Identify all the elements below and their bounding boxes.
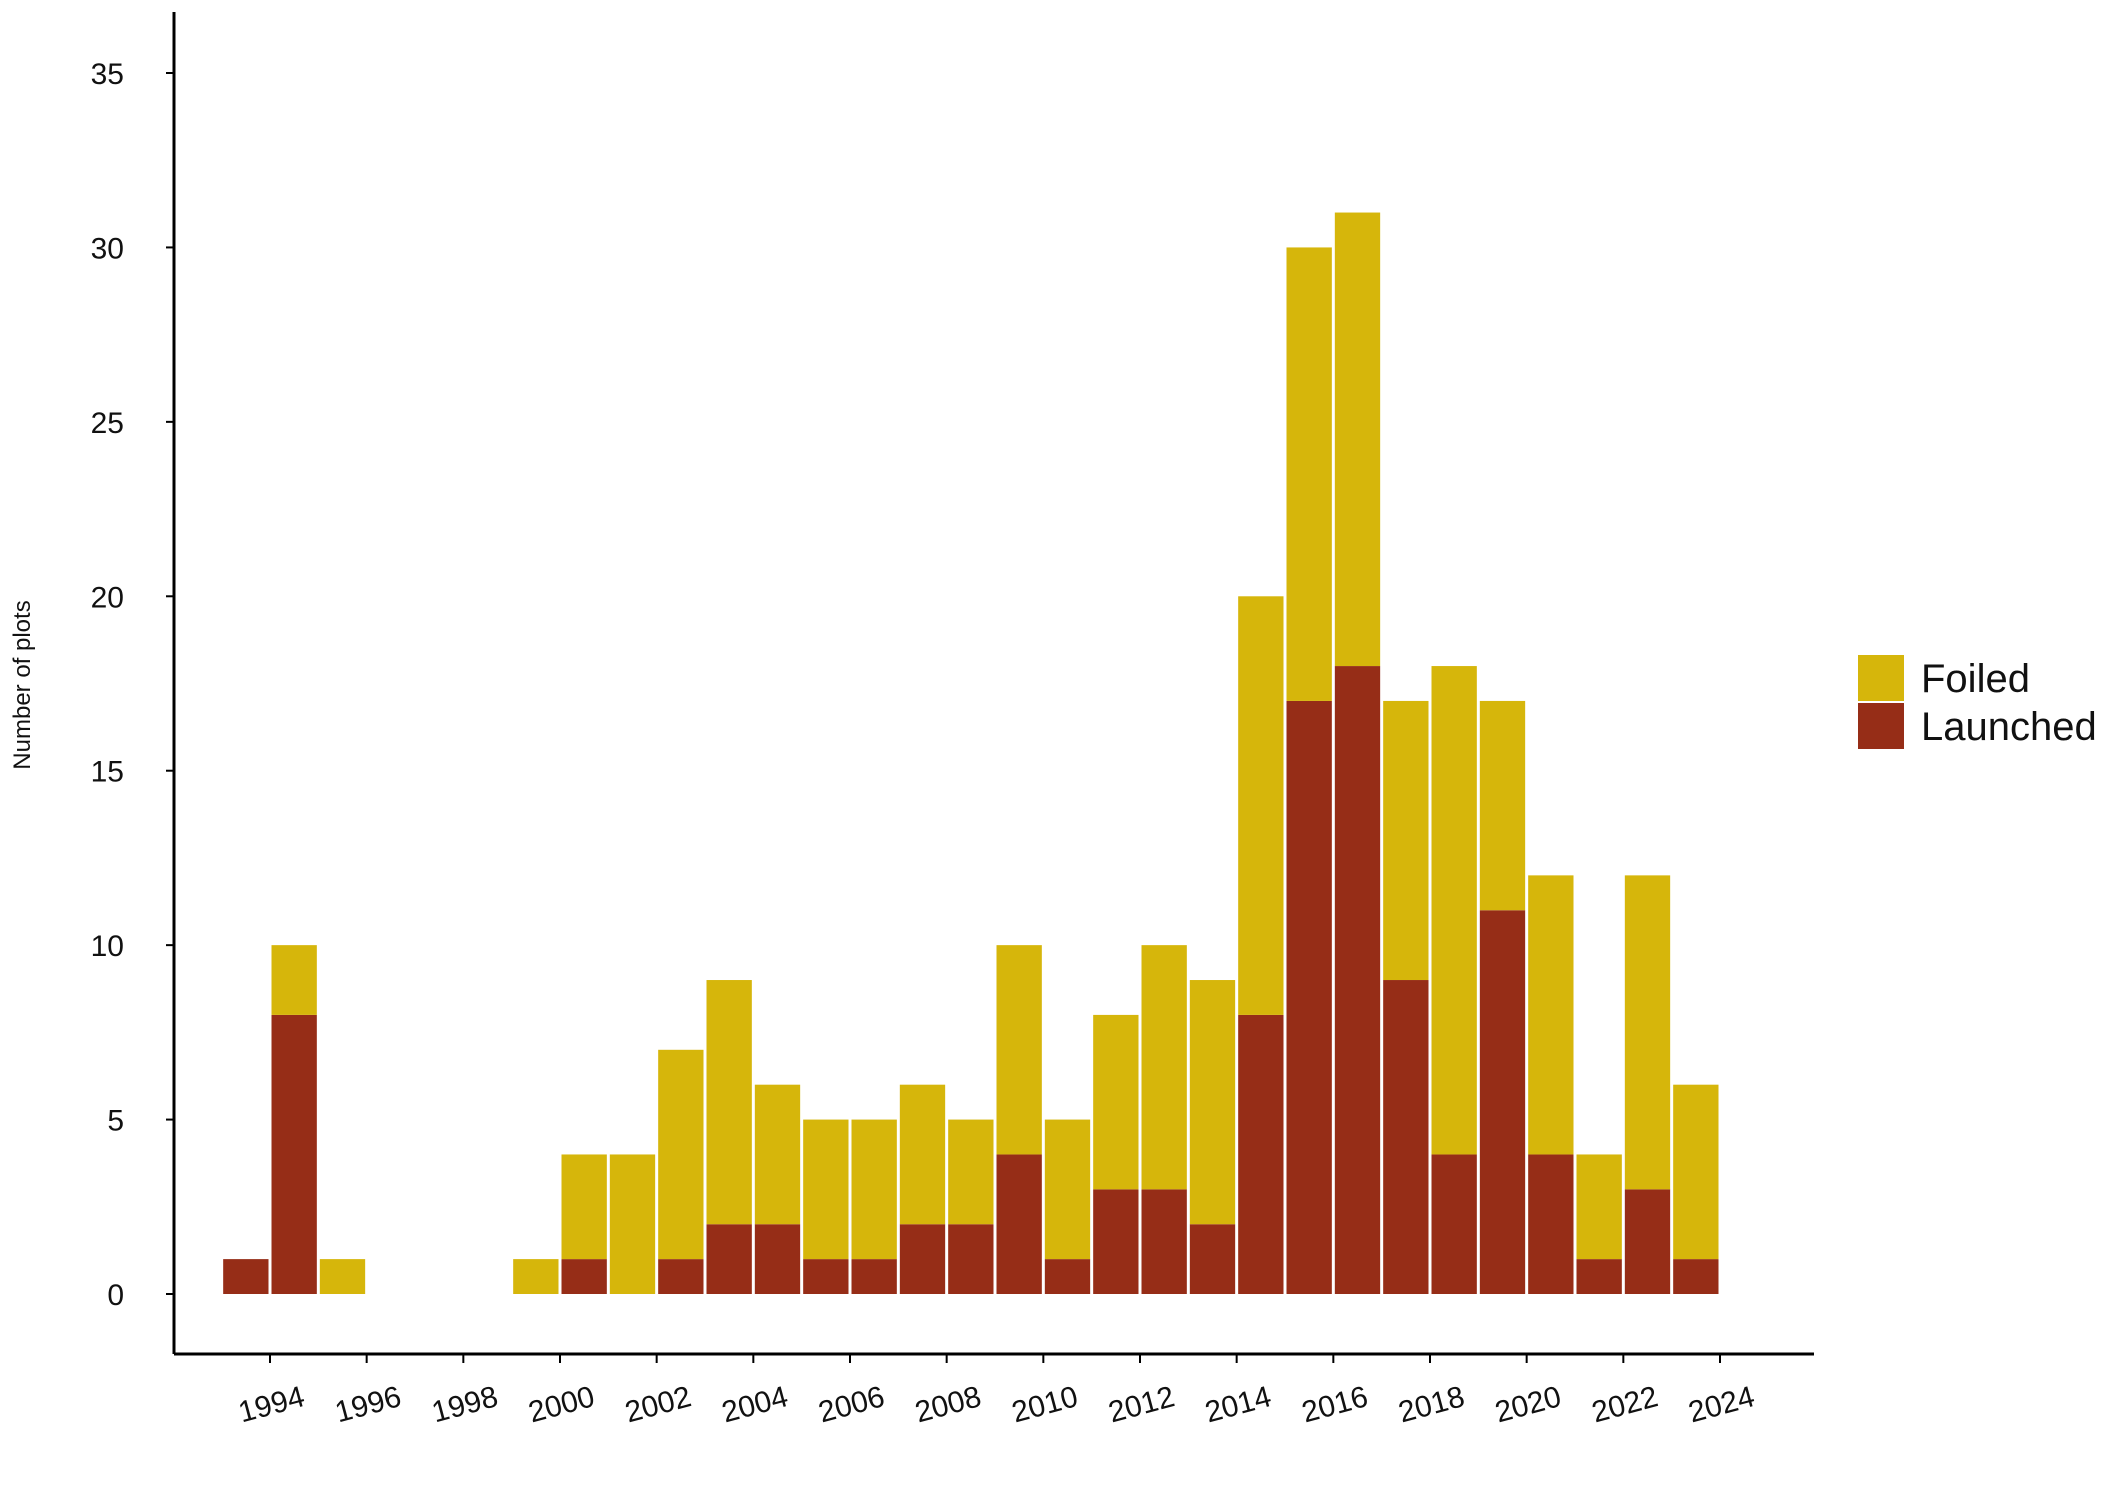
bar-foiled-2009.5 (996, 945, 1042, 1155)
x-tick-label-2004: 2004 (718, 1380, 791, 1429)
bar-launched-2006.5 (851, 1259, 897, 1294)
x-axis: 1994 1996 1998 2000 2002 2004 2006 2008 2010 2012… (174, 1352, 1814, 1429)
legend-label-foiled: Foiled (1921, 657, 2030, 701)
y-tick-label-15: 15 (91, 756, 124, 789)
x-tick-label-2006: 2006 (815, 1380, 888, 1429)
x-tick-label-2016: 2016 (1298, 1380, 1371, 1429)
y-tick-label-5: 5 (107, 1105, 124, 1138)
bar-launched-2008.5 (948, 1224, 994, 1294)
bar-foiled-2020.5 (1528, 875, 1574, 1155)
bar-foiled-2019.5 (1479, 700, 1526, 911)
bar-foiled-2017.5 (1383, 700, 1429, 981)
x-tick-label-2014: 2014 (1202, 1380, 1275, 1429)
bar-foiled-2011.5 (1093, 1014, 1139, 1190)
y-tick-label-0: 0 (107, 1279, 124, 1312)
y-tick-label-20: 20 (91, 581, 124, 614)
bar-foiled-2013.5 (1189, 980, 1236, 1225)
x-tick-label-2012: 2012 (1105, 1380, 1178, 1429)
bar-launched-2003.5 (706, 1224, 752, 1294)
bar-launched-1993.5 (223, 1259, 269, 1294)
bar-foiled-2014.5 (1238, 596, 1284, 1015)
x-tick-label-2008: 2008 (912, 1380, 985, 1429)
bar-launched-2013.5 (1189, 1224, 1236, 1294)
bar-foiled-2012.5 (1141, 945, 1187, 1190)
legend-label-launched: Launched (1921, 705, 2097, 749)
x-tick-label-2002: 2002 (622, 1380, 695, 1429)
y-axis-title: Number of plots (9, 600, 36, 769)
x-tick-label-2022: 2022 (1588, 1380, 1661, 1429)
x-tick-label-2018: 2018 (1395, 1380, 1468, 1429)
y-tick-label-10: 10 (91, 930, 124, 963)
bar-launched-2017.5 (1383, 980, 1429, 1294)
y-axis: 0 5 10 15 20 25 30 35 (91, 12, 176, 1354)
bar-launched-2020.5 (1528, 1154, 1574, 1294)
bar-foiled-2010.5 (1044, 1119, 1091, 1260)
bar-foiled-2003.5 (706, 980, 752, 1225)
x-tick-label-2020: 2020 (1492, 1380, 1565, 1429)
bar-launched-2016.5 (1334, 666, 1381, 1294)
y-tick-label-30: 30 (91, 232, 124, 265)
bar-foiled-2001.5 (609, 1154, 656, 1294)
bar-foiled-1999.5 (513, 1259, 559, 1294)
bar-launched-2000.5 (561, 1259, 607, 1294)
bar-launched-2009.5 (996, 1154, 1042, 1294)
x-tick-label-1994: 1994 (235, 1380, 308, 1429)
legend-swatch-launched (1858, 703, 1904, 749)
bar-launched-2018.5 (1431, 1154, 1477, 1294)
bar-launched-2015.5 (1286, 700, 1332, 1294)
bar-foiled-1994.5 (271, 945, 317, 1015)
bar-foiled-2023.5 (1673, 1084, 1719, 1260)
x-tick-label-2010: 2010 (1008, 1380, 1081, 1429)
bar-foiled-2007.5 (899, 1084, 946, 1225)
x-tick-label-2000: 2000 (525, 1380, 598, 1429)
bar-launched-2014.5 (1238, 1014, 1284, 1294)
bar-foiled-2022.5 (1624, 875, 1671, 1190)
bar-launched-2010.5 (1044, 1259, 1091, 1294)
bar-foiled-2015.5 (1286, 247, 1332, 701)
bar-foiled-2002.5 (658, 1049, 704, 1260)
bar-launched-2023.5 (1673, 1259, 1719, 1294)
bar-foiled-2018.5 (1431, 666, 1477, 1155)
bar-launched-2005.5 (803, 1259, 849, 1294)
bar-launched-2007.5 (899, 1224, 946, 1294)
bar-foiled-2021.5 (1576, 1154, 1622, 1260)
x-tick-label-1996: 1996 (332, 1380, 405, 1429)
bar-foiled-2004.5 (754, 1084, 801, 1225)
bar-launched-2004.5 (754, 1224, 801, 1294)
bar-foiled-2008.5 (948, 1119, 994, 1225)
x-tick-label-2024: 2024 (1685, 1380, 1758, 1429)
bar-launched-2019.5 (1479, 910, 1526, 1294)
bars-group (223, 212, 1719, 1294)
y-tick-label-25: 25 (91, 407, 124, 440)
bar-launched-2012.5 (1141, 1189, 1187, 1294)
bar-foiled-2016.5 (1334, 212, 1381, 667)
x-tick-label-1998: 1998 (428, 1380, 501, 1429)
bar-foiled-2006.5 (851, 1119, 897, 1260)
bar-foiled-2000.5 (561, 1154, 607, 1260)
bar-launched-2021.5 (1576, 1259, 1622, 1294)
bar-launched-1994.5 (271, 1014, 317, 1294)
legend-swatch-foiled (1858, 655, 1904, 701)
bar-launched-2011.5 (1093, 1189, 1139, 1294)
bar-foiled-2005.5 (803, 1119, 849, 1260)
y-tick-label-35: 35 (91, 58, 124, 91)
bar-launched-2002.5 (658, 1259, 704, 1294)
bar-foiled-1995.5 (319, 1259, 366, 1294)
bar-launched-2022.5 (1624, 1189, 1671, 1294)
